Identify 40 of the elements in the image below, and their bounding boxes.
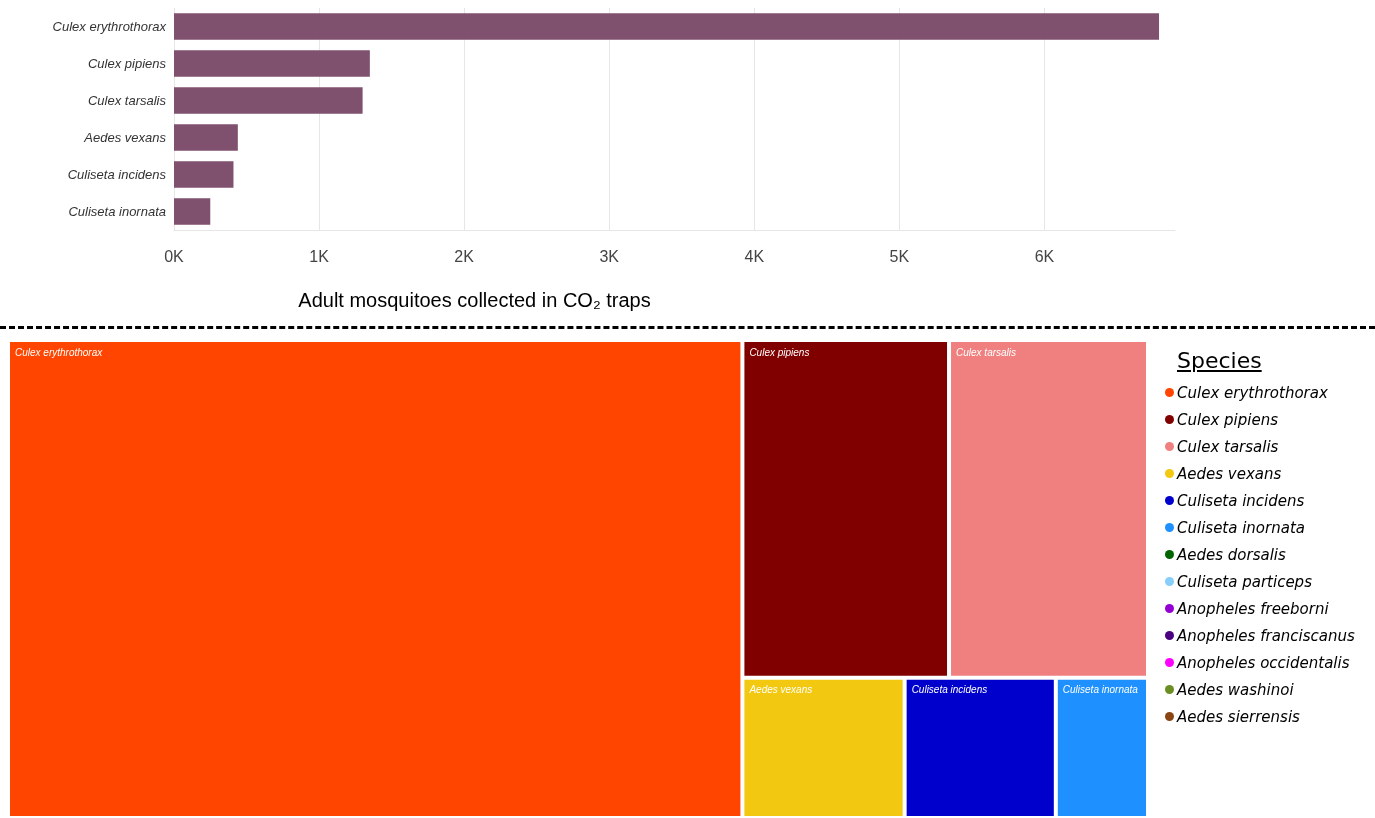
category-label: Culex erythrothorax	[1177, 383, 1328, 402]
bar	[174, 50, 370, 77]
category-label: Culex tarsalis	[956, 346, 1017, 358]
category-label: Aedes dorsalis	[1177, 545, 1286, 564]
x-tick-label: 4K	[744, 247, 765, 265]
category-label: Aedes washinoi	[1177, 680, 1294, 699]
bar	[174, 87, 363, 114]
y-tick-label: Culiseta incidens	[67, 167, 167, 182]
category-label: Culex pipiens	[1177, 410, 1278, 429]
x-tick-label: 0K	[164, 247, 185, 265]
category-label: Culex pipiens	[749, 346, 810, 358]
category-label: Culiseta incidens	[1177, 491, 1305, 510]
bar	[174, 161, 234, 188]
category-label: Culiseta incidens	[911, 684, 988, 696]
y-tick-label: Culiseta inornata	[68, 204, 166, 219]
y-tick-label: Culex tarsalis	[87, 93, 167, 108]
x-tick-label: 1K	[309, 247, 330, 265]
category-label: Aedes sierrensis	[1177, 707, 1300, 726]
bar	[174, 13, 1160, 40]
category-label: Aedes vexans	[1177, 464, 1282, 483]
category-label: Culex tarsalis	[1177, 437, 1279, 456]
category-label: Anopheles freeborni	[1177, 599, 1329, 618]
category-label: Culiseta particeps	[1177, 572, 1312, 591]
y-tick-label: Culex erythrothorax	[52, 19, 167, 34]
category-label: Anopheles occidentalis	[1177, 653, 1350, 672]
category-label: Culiseta inornata	[1177, 518, 1305, 537]
category-label: Culex erythrothorax	[15, 346, 104, 358]
legend-title: Species	[1177, 348, 1263, 373]
x-tick-label: 2K	[454, 247, 475, 265]
bar	[174, 124, 238, 151]
y-tick-label: Aedes vexans	[83, 130, 167, 145]
y-tick-label: Culex pipiens	[87, 56, 167, 71]
category-label: Anopheles franciscanus	[1177, 626, 1355, 645]
x-tick-label: 6K	[1034, 247, 1055, 265]
x-axis-title: Adult mosquitoes collected in CO₂ traps	[298, 289, 651, 311]
bar	[174, 198, 211, 225]
x-tick-label: 3K	[599, 247, 620, 265]
category-label: Aedes vexans	[748, 684, 813, 696]
category-label: Culiseta inornata	[1062, 684, 1139, 696]
x-tick-label: 5K	[889, 247, 910, 265]
